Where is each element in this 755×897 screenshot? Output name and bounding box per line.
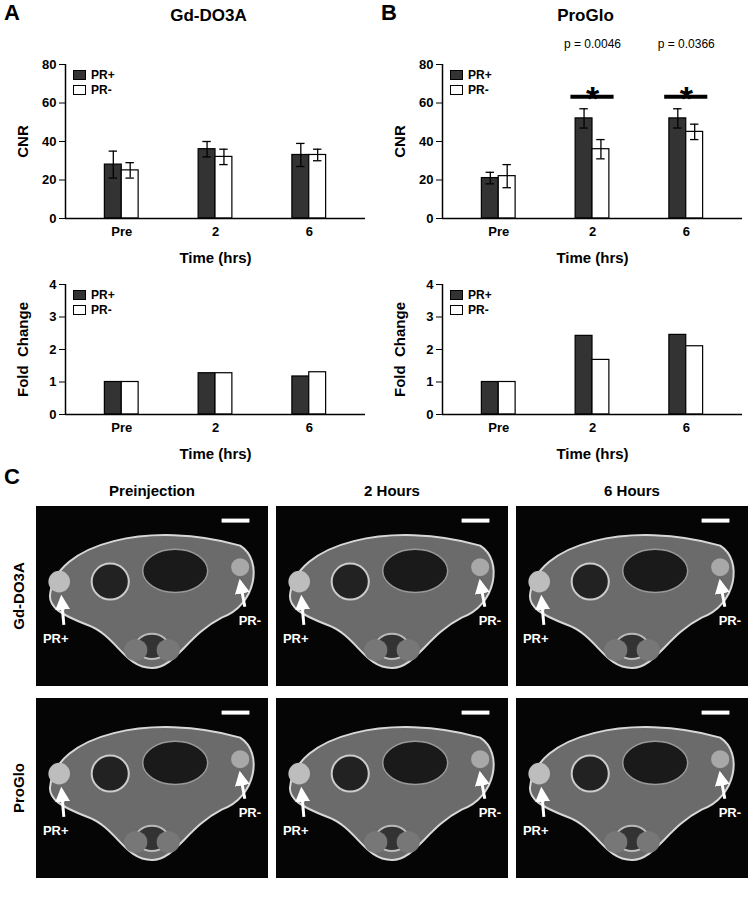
svg-text:PR-: PR- xyxy=(719,613,741,628)
svg-text:2: 2 xyxy=(589,420,596,435)
svg-text:PR-: PR- xyxy=(719,805,741,820)
svg-text:1: 1 xyxy=(426,374,433,389)
svg-text:0: 0 xyxy=(426,211,433,226)
svg-text:40: 40 xyxy=(42,134,56,149)
html-text:PR-: PR- xyxy=(468,303,489,317)
svg-text:2 Hours: 2 Hours xyxy=(364,482,420,499)
svg-text:p = 0.0366: p = 0.0366 xyxy=(658,37,715,51)
svg-text:6 Hours: 6 Hours xyxy=(604,482,660,499)
html-text:Gd-DO3A: Gd-DO3A xyxy=(170,6,247,25)
svg-text:Fold Change: Fold Change xyxy=(391,302,408,397)
svg-text:CNR: CNR xyxy=(391,125,408,158)
svg-text:0: 0 xyxy=(49,407,56,422)
svg-text:0: 0 xyxy=(49,211,56,226)
svg-text:PR+: PR+ xyxy=(523,631,549,646)
svg-text:80: 80 xyxy=(42,57,56,72)
svg-text:20: 20 xyxy=(419,172,433,187)
svg-text:*: * xyxy=(680,79,694,117)
html-text:PR+: PR+ xyxy=(468,288,492,302)
svg-text:6: 6 xyxy=(306,420,313,435)
svg-text:60: 60 xyxy=(42,95,56,110)
html-text:PR-: PR- xyxy=(468,83,489,97)
svg-text:Pre: Pre xyxy=(111,224,132,239)
svg-text:6: 6 xyxy=(683,224,690,239)
svg-text:PR+: PR+ xyxy=(523,823,549,838)
svg-text:2: 2 xyxy=(212,420,219,435)
svg-text:*: * xyxy=(586,79,600,117)
svg-text:20: 20 xyxy=(42,172,56,187)
svg-text:PR+: PR+ xyxy=(283,631,309,646)
svg-text:Time (hrs): Time (hrs) xyxy=(556,249,628,266)
html-text:PR+: PR+ xyxy=(91,68,115,82)
svg-text:1: 1 xyxy=(49,374,56,389)
svg-text:6: 6 xyxy=(306,224,313,239)
svg-text:3: 3 xyxy=(426,309,433,324)
svg-text:C: C xyxy=(4,464,20,489)
svg-text:Time (hrs): Time (hrs) xyxy=(179,249,251,266)
svg-text:PR+: PR+ xyxy=(283,823,309,838)
svg-text:PR-: PR- xyxy=(479,805,501,820)
svg-text:Time (hrs): Time (hrs) xyxy=(556,445,628,462)
svg-text:PR-: PR- xyxy=(479,613,501,628)
svg-text:2: 2 xyxy=(212,224,219,239)
svg-text:4: 4 xyxy=(49,277,57,292)
svg-text:PR-: PR- xyxy=(239,805,261,820)
svg-text:60: 60 xyxy=(419,95,433,110)
html-text:A: A xyxy=(4,0,20,25)
svg-text:0: 0 xyxy=(426,407,433,422)
html-text:PR+: PR+ xyxy=(468,68,492,82)
svg-text:4: 4 xyxy=(426,277,434,292)
svg-text:2: 2 xyxy=(426,342,433,357)
svg-text:3: 3 xyxy=(49,309,56,324)
html-text:B: B xyxy=(381,0,397,25)
svg-text:Gd-DO3A: Gd-DO3A xyxy=(10,562,27,630)
svg-text:p = 0.0046: p = 0.0046 xyxy=(564,37,621,51)
svg-text:Pre: Pre xyxy=(111,420,132,435)
svg-text:2: 2 xyxy=(49,342,56,357)
svg-text:CNR: CNR xyxy=(14,125,31,158)
svg-text:Pre: Pre xyxy=(488,224,509,239)
svg-text:Time (hrs): Time (hrs) xyxy=(179,445,251,462)
svg-text:PR+: PR+ xyxy=(43,823,69,838)
svg-text:6: 6 xyxy=(683,420,690,435)
svg-text:PR-: PR- xyxy=(239,613,261,628)
svg-text:Fold Change: Fold Change xyxy=(14,302,31,397)
html-text:PR-: PR- xyxy=(91,303,112,317)
svg-text:PR+: PR+ xyxy=(43,631,69,646)
svg-text:Pre: Pre xyxy=(488,420,509,435)
svg-text:ProGlo: ProGlo xyxy=(10,763,27,813)
html-text:PR+: PR+ xyxy=(91,288,115,302)
html-text:ProGlo: ProGlo xyxy=(557,6,614,25)
html-text:PR-: PR- xyxy=(91,83,112,97)
svg-text:40: 40 xyxy=(419,134,433,149)
svg-text:2: 2 xyxy=(589,224,596,239)
svg-text:80: 80 xyxy=(419,57,433,72)
svg-text:Preinjection: Preinjection xyxy=(109,482,195,499)
